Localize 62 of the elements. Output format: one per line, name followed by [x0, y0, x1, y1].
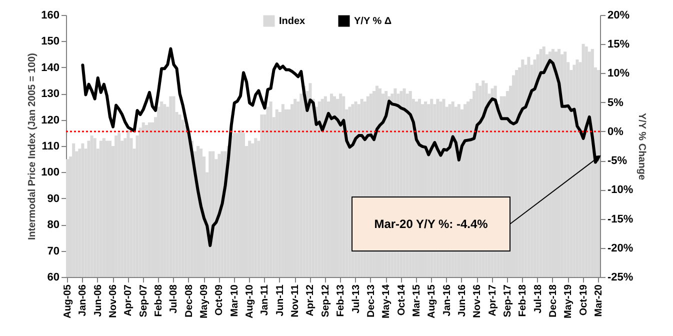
y-axis-title: Intermodal Price Index (Jan 2005 = 100) [27, 52, 38, 240]
x-tick-label: Oct-14 [396, 284, 408, 316]
y2-tick-label: 20% [608, 10, 630, 22]
x-tick-label: Aug-10 [244, 284, 256, 318]
y2-tick-label: 10% [608, 68, 630, 80]
x-tick-label: Sep-17 [502, 284, 514, 318]
y-tick-label: 100 [41, 166, 60, 179]
x-tick-label: Dec-13 [366, 284, 377, 318]
y2-axis-title: Y/Y % Change [636, 112, 648, 180]
y2-tick-label: -10% [608, 184, 634, 196]
x-tick-label: May-14 [381, 284, 392, 318]
x-tick-label: May-09 [199, 284, 210, 318]
x-tick-label: Jul-18 [532, 284, 544, 314]
y-tick-label: 120 [41, 114, 60, 126]
x-tick-label: Jan-16 [442, 284, 453, 316]
annotation: Mar-20 Y/Y %: -4.4% [374, 217, 488, 231]
y-tick-label: 60 [47, 272, 60, 284]
y2-tick-label: -25% [608, 272, 634, 284]
y-tick-label: 110 [42, 140, 60, 152]
legend-label: Y/Y % Δ [354, 16, 392, 27]
y2-tick-label: -5% [608, 155, 628, 168]
x-tick-label: Apr-12 [305, 284, 316, 316]
x-tick-label: Oct-19 [578, 284, 590, 316]
x-tick-label: Mar-15 [411, 284, 422, 317]
y-tick-label: 70 [47, 245, 60, 258]
x-tick-label: Dec-08 [184, 284, 195, 318]
y-tick-label: 160 [41, 10, 60, 22]
x-tick-label: Nov-06 [108, 284, 120, 318]
x-tick-label: Apr-17 [487, 284, 498, 316]
y-tick-label: 130 [41, 88, 60, 100]
x-tick-label: Jul-13 [350, 284, 362, 314]
x-tick-label: Jun-16 [456, 284, 468, 317]
y2-tick-label: 0% [608, 126, 624, 138]
y2-tick-label: -20% [608, 242, 634, 254]
legend-label: Index [279, 16, 306, 27]
x-tick-label: Mar-20 [593, 284, 604, 317]
x-tick-label: Mar-10 [229, 284, 240, 317]
x-tick-label: Feb-18 [518, 284, 529, 317]
y2-tick-label: 5% [608, 96, 624, 109]
x-tick-label: Sep-12 [320, 284, 332, 318]
y-tick-label: 80 [47, 219, 60, 232]
x-tick-label: Feb-13 [336, 284, 347, 317]
x-tick-label: Sep-07 [138, 284, 150, 318]
x-tick-label: Feb-08 [154, 284, 165, 317]
x-tick-label: Jul-08 [168, 284, 180, 314]
y-tick-label: 150 [41, 36, 60, 48]
x-tick-label: Nov-11 [290, 284, 302, 318]
x-tick-label: Apr-07 [123, 284, 134, 316]
x-tick-label: May-19 [563, 284, 574, 318]
y-tick-label: 90 [47, 192, 60, 205]
x-tick-label: Aug-05 [62, 284, 74, 318]
x-tick-label: Jan-11 [260, 284, 271, 316]
y2-tick-label: 15% [608, 38, 630, 51]
y2-tick-label: -15% [608, 213, 634, 226]
x-tick-label: Dec-18 [548, 284, 559, 318]
y-tick-label: 140 [41, 62, 60, 74]
x-tick-label: Aug-15 [426, 284, 438, 318]
x-tick-label: Oct-09 [214, 284, 226, 316]
x-tick-label: Jun-06 [92, 284, 104, 317]
x-tick-label: Jan-06 [78, 284, 89, 316]
x-tick-label: Nov-16 [472, 284, 484, 318]
x-tick-label: Jun-11 [274, 284, 286, 316]
